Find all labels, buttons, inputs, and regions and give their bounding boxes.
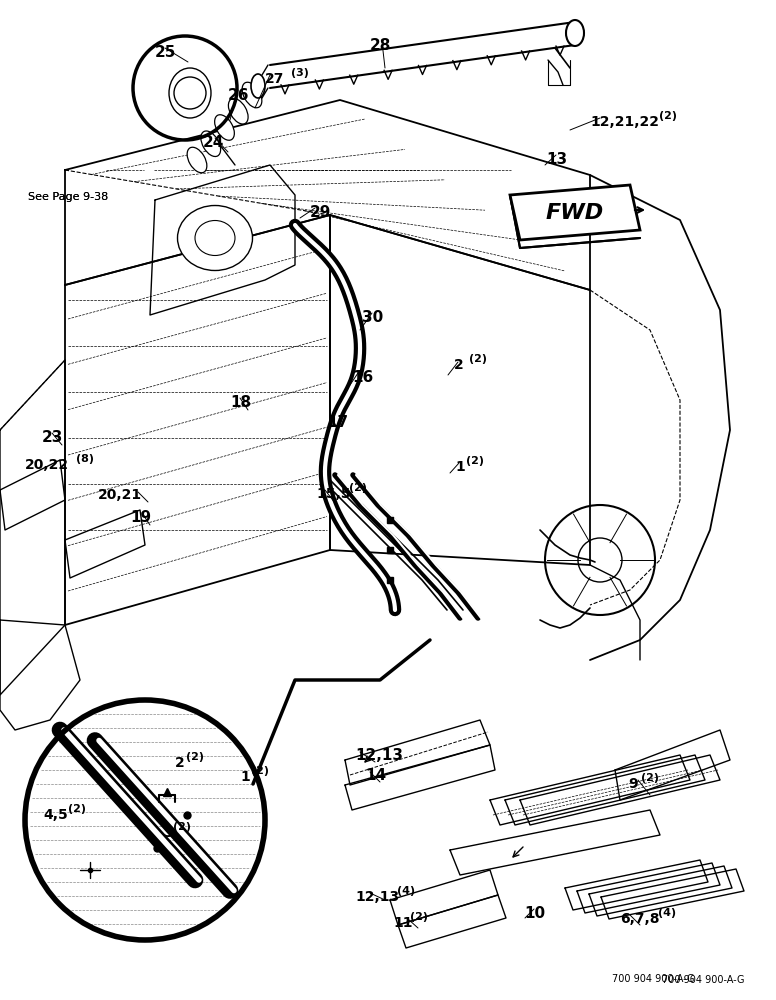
Ellipse shape bbox=[228, 98, 248, 124]
Ellipse shape bbox=[187, 147, 207, 173]
Text: 27: 27 bbox=[265, 72, 284, 86]
Ellipse shape bbox=[169, 68, 211, 118]
Text: See Page 9-38: See Page 9-38 bbox=[28, 192, 108, 202]
Ellipse shape bbox=[251, 74, 265, 98]
Text: 20,22: 20,22 bbox=[25, 458, 69, 472]
Text: See Page 9-38: See Page 9-38 bbox=[28, 192, 108, 202]
Text: 23: 23 bbox=[42, 430, 64, 445]
Text: 26: 26 bbox=[228, 88, 250, 103]
Text: 11: 11 bbox=[393, 916, 413, 930]
Text: 13: 13 bbox=[546, 152, 567, 167]
Text: 12,13: 12,13 bbox=[355, 890, 399, 904]
Text: 700 904 900-A-G: 700 904 900-A-G bbox=[612, 974, 695, 984]
Text: 700 904 900-A-G: 700 904 900-A-G bbox=[663, 975, 745, 985]
Text: 18: 18 bbox=[230, 395, 251, 410]
Ellipse shape bbox=[195, 221, 235, 255]
Text: 28: 28 bbox=[370, 38, 391, 53]
Ellipse shape bbox=[215, 115, 234, 140]
Text: (2): (2) bbox=[466, 456, 484, 466]
Text: 2: 2 bbox=[175, 756, 185, 770]
Text: (3): (3) bbox=[291, 68, 309, 78]
Text: 10: 10 bbox=[524, 906, 545, 921]
Text: 2: 2 bbox=[454, 358, 464, 372]
Ellipse shape bbox=[566, 20, 584, 46]
Text: 30: 30 bbox=[362, 310, 383, 325]
Ellipse shape bbox=[201, 131, 220, 157]
Text: (2): (2) bbox=[410, 912, 428, 922]
Text: 17: 17 bbox=[327, 415, 348, 430]
Text: 4,5: 4,5 bbox=[43, 808, 68, 822]
Text: 12,21,22: 12,21,22 bbox=[590, 115, 659, 129]
Text: 29: 29 bbox=[310, 205, 331, 220]
Text: 1: 1 bbox=[240, 770, 250, 784]
Circle shape bbox=[25, 700, 265, 940]
Text: 16: 16 bbox=[352, 370, 373, 385]
Text: (2): (2) bbox=[469, 354, 487, 364]
Text: (4): (4) bbox=[397, 886, 415, 896]
Text: 1: 1 bbox=[455, 460, 465, 474]
Text: 12,13: 12,13 bbox=[355, 748, 403, 763]
Text: (2): (2) bbox=[349, 483, 367, 493]
Text: (2): (2) bbox=[186, 752, 204, 762]
Ellipse shape bbox=[178, 206, 252, 270]
Text: 15,5: 15,5 bbox=[316, 487, 351, 501]
Text: 6,7,8: 6,7,8 bbox=[620, 912, 660, 926]
Text: 9: 9 bbox=[628, 777, 638, 791]
Text: 14: 14 bbox=[365, 768, 386, 783]
Text: 25: 25 bbox=[155, 45, 176, 60]
Text: (2): (2) bbox=[68, 804, 86, 814]
Text: (4): (4) bbox=[658, 908, 676, 918]
Text: 3: 3 bbox=[163, 826, 172, 840]
Text: 20,21: 20,21 bbox=[98, 488, 142, 502]
Text: (2): (2) bbox=[173, 822, 191, 832]
Polygon shape bbox=[510, 185, 640, 240]
Text: (2): (2) bbox=[251, 766, 269, 776]
Text: FWD: FWD bbox=[546, 203, 605, 223]
Text: 24: 24 bbox=[203, 135, 224, 150]
Text: 19: 19 bbox=[130, 510, 151, 525]
Text: (2): (2) bbox=[641, 773, 659, 783]
Ellipse shape bbox=[242, 82, 262, 108]
Text: (2): (2) bbox=[659, 111, 677, 121]
Text: (8): (8) bbox=[76, 454, 94, 464]
